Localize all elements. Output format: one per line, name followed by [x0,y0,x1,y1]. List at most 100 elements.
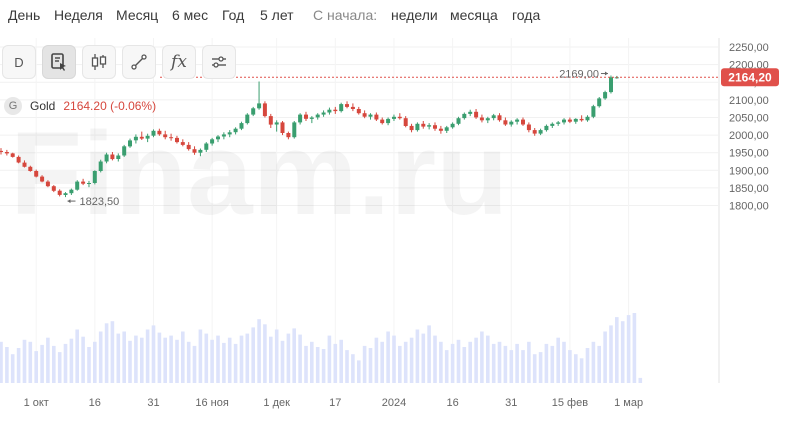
candlestick-icon [91,54,107,70]
candle-body [98,161,103,171]
volume-bar [462,347,467,383]
x-axis: 1 окт 16 31 16 ноя 1 дек 17 2024 16 31 15 фев 1 ма… [24,397,644,409]
y-tick-label: 1950,00 [729,148,769,160]
volume-bar [480,331,484,383]
range-day[interactable]: День [8,7,41,23]
volume-bar [345,350,349,383]
candle-body [186,144,191,150]
candle [309,116,314,124]
candle [163,130,168,140]
volume-bar [251,327,255,383]
volume-bar [304,345,308,383]
volume-bar [439,341,443,383]
candle [298,113,303,125]
candle [597,97,602,108]
last-price-badge [721,68,779,87]
candle-body [526,124,531,131]
candle [333,106,338,114]
candle-body [257,103,262,109]
high-marker-label: 2169,00 [559,69,599,81]
candle-body [538,130,543,134]
x-tick-label: 1 окт [24,397,49,409]
candle [556,121,561,126]
volume-bar [310,341,314,383]
volume-bar [603,331,607,383]
volume-bar [597,345,601,383]
since-year[interactable]: года [512,7,541,23]
candle [427,123,432,130]
candlestick-button[interactable] [82,45,116,79]
candle [368,113,373,120]
candle-body [350,106,355,109]
candle-body [450,123,455,128]
since-month[interactable]: месяца [450,7,498,23]
high-marker-arrowhead [604,71,608,76]
volume-bar [157,332,162,383]
candle-body [304,114,308,119]
candle-body [239,123,244,129]
candle-body [34,171,39,177]
volume-bar [433,335,437,383]
candle-body [409,125,414,131]
volume-bar [210,339,214,383]
volume-bar [427,325,431,383]
candle-body [327,109,332,113]
candle-body [356,109,361,114]
volume-bar [339,339,343,383]
candle-body [22,162,27,167]
volume-bar [550,345,555,383]
candle-body [345,104,349,107]
volume-bar [34,351,38,383]
instrument-name[interactable]: Gold [30,99,56,113]
candle [479,114,484,123]
range-year[interactable]: Год [222,7,245,23]
candle-body [69,189,74,194]
volume-bar [257,319,261,383]
volume-bar [380,341,384,383]
candle-body [128,140,132,147]
x-tick-label: 17 [329,397,341,409]
volume-bar [75,329,79,383]
period-button[interactable]: D [2,45,36,79]
candle [292,121,297,139]
volume-bar [87,347,91,383]
candle-body [274,122,279,125]
low-marker-label: 1823,50 [80,196,120,208]
candle [362,110,367,119]
candle-body [280,122,285,133]
candle [509,120,514,127]
candle [186,142,191,151]
volume-bar [216,335,220,383]
since-week[interactable]: недели [391,7,438,23]
range-month[interactable]: Месяц [116,7,159,23]
candle [345,101,349,109]
candle [380,117,385,125]
candle [57,189,62,197]
candle [34,169,39,178]
candle-body [104,154,109,162]
volume-bar [585,348,590,383]
candle [515,118,520,125]
volume-bar [93,341,97,383]
volume-bar [362,345,367,383]
range-6-months[interactable]: 6 мес [172,7,209,23]
range-week[interactable]: Неделя [54,7,103,23]
candle-body [567,119,572,122]
line-tool-button[interactable] [122,45,156,79]
volume-bar [398,345,402,383]
y-tick-label: 1850,00 [729,183,769,195]
candle [133,134,138,144]
indicators-button[interactable]: fx [162,45,196,79]
range-5-years[interactable]: 5 лет [260,7,294,23]
candle [450,122,455,129]
volume-bar [233,343,238,383]
candle-body [75,181,80,190]
candle-body [292,122,297,138]
settings-button[interactable] [202,45,236,79]
volume-bar [10,354,15,383]
candle [251,106,256,117]
draw-select-button[interactable] [42,45,76,79]
candle [415,122,420,132]
range-selector: День Неделя Месяц 6 мес Год 5 лет С нача… [0,0,785,30]
